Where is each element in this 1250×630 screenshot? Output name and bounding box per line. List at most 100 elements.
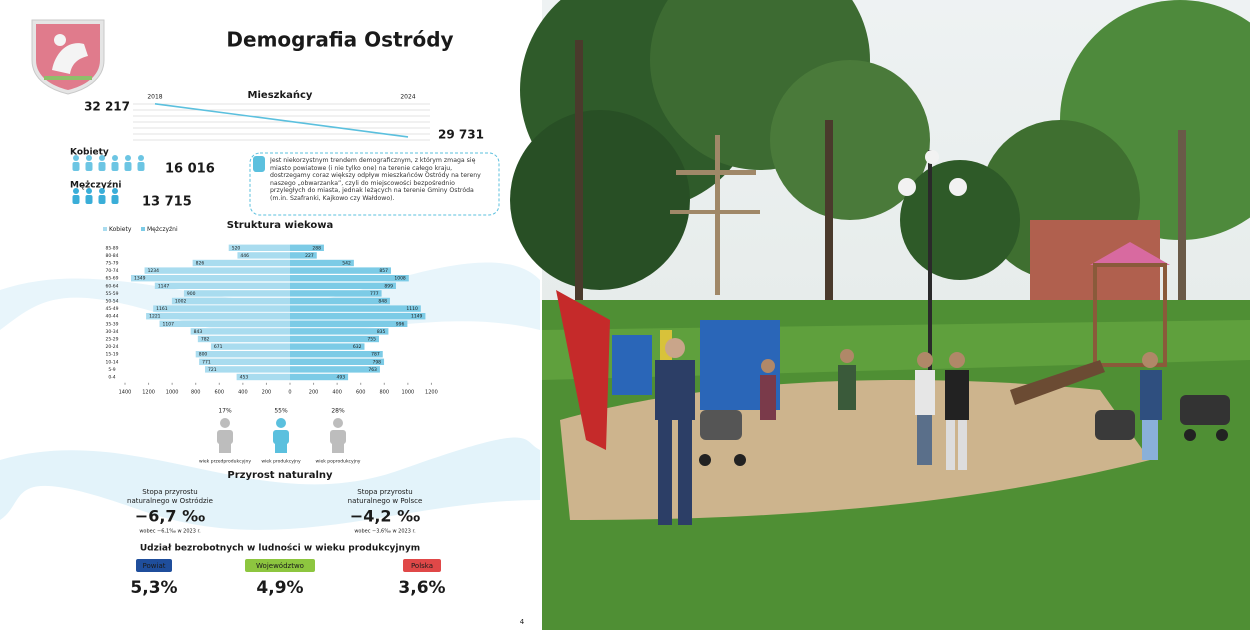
bar xyxy=(205,366,290,373)
share: 28% xyxy=(331,408,345,415)
bar xyxy=(171,297,290,305)
value-label: 755 xyxy=(367,337,376,343)
badge-label: Województwo xyxy=(256,562,304,570)
person-icon xyxy=(72,195,80,204)
person-icon xyxy=(99,155,105,161)
x-tick-label: 1200 xyxy=(425,389,438,395)
label: Stopa przyrostu xyxy=(357,488,412,496)
y-tick-label: 20-24 xyxy=(105,344,118,350)
value-label: 29 731 xyxy=(438,127,484,141)
y-tick-label: 35-39 xyxy=(105,321,118,327)
person-icon xyxy=(86,188,92,194)
badge xyxy=(403,559,441,572)
person-icon xyxy=(220,418,230,428)
value-label: 763 xyxy=(368,367,377,373)
y-tick-label: 5-9 xyxy=(108,367,115,373)
person-icon xyxy=(332,443,344,453)
y-tick-label: 85-89 xyxy=(105,245,118,251)
value-label: 800 xyxy=(199,352,208,358)
bar xyxy=(153,305,290,312)
value-label: 632 xyxy=(353,344,362,350)
x-tick-label: 1000 xyxy=(401,389,414,395)
value-label: 1008 xyxy=(394,276,406,282)
person-icon xyxy=(138,155,144,161)
value: −4,2 ‰ xyxy=(350,507,420,526)
note-text: Jest niekorzystnym trendem demograficzny… xyxy=(270,157,481,202)
y-tick-label: 15-19 xyxy=(105,352,118,358)
bar xyxy=(290,343,365,350)
person-icon xyxy=(99,188,105,194)
y-tick-label: 40-44 xyxy=(105,314,118,320)
bar xyxy=(290,297,390,305)
bar xyxy=(144,267,290,274)
bar xyxy=(131,275,290,282)
bar xyxy=(290,244,324,251)
badge-label: Polska xyxy=(411,562,433,570)
value-label: 520 xyxy=(232,245,241,251)
note: wobec −3,6‰ w 2023 r. xyxy=(354,529,416,535)
x-tick-label: 600 xyxy=(356,389,366,395)
bar xyxy=(290,358,385,365)
person-icon xyxy=(124,162,132,171)
legend-swatch xyxy=(141,227,145,231)
y-tick-label: 30-34 xyxy=(105,329,118,335)
value-label: 1149 xyxy=(411,314,423,320)
bar xyxy=(195,351,290,358)
value-label: 446 xyxy=(240,253,249,259)
badge xyxy=(245,559,315,572)
value-label: 835 xyxy=(377,329,386,335)
person-icon xyxy=(217,430,233,444)
bar xyxy=(290,335,379,343)
note-box xyxy=(249,152,500,216)
bar xyxy=(190,328,290,335)
person-icon xyxy=(330,430,346,444)
x-label: 2018 xyxy=(147,94,162,101)
value-label: 32 217 xyxy=(84,99,130,113)
bar xyxy=(290,366,380,373)
title: Demografia Ostródy xyxy=(226,28,453,52)
value-label: 787 xyxy=(371,352,380,358)
person-icon xyxy=(219,443,231,453)
bar xyxy=(197,335,290,343)
label: Kobiety xyxy=(70,148,109,158)
bar xyxy=(290,267,392,274)
person-icon xyxy=(72,162,80,171)
person-icon xyxy=(275,443,287,453)
value-label: 493 xyxy=(337,375,346,381)
y-tick-label: 70-74 xyxy=(105,268,118,274)
person-icon xyxy=(85,162,93,171)
person-icon xyxy=(137,162,145,171)
chart-title: Struktura wiekowa xyxy=(227,220,333,231)
person-icon xyxy=(98,162,106,171)
note: wobec −6,1‰ w 2023 r. xyxy=(139,529,201,535)
label: naturalnego w Polsce xyxy=(348,497,423,505)
person-icon xyxy=(111,195,119,204)
person-icon xyxy=(85,195,93,204)
person-icon xyxy=(276,418,286,428)
chart-title: Mieszkańcy xyxy=(248,89,313,101)
bar xyxy=(237,252,290,259)
y-tick-label: 45-49 xyxy=(105,306,118,312)
crest xyxy=(31,19,105,95)
bar xyxy=(290,305,421,312)
label: Stopa przyrostu xyxy=(142,488,197,496)
person-icon xyxy=(73,188,79,194)
label: naturalnego w Ostródzie xyxy=(127,497,213,505)
y-tick-label: 55-59 xyxy=(105,291,118,297)
photo xyxy=(510,0,1250,630)
section-title: Udział bezrobotnych w ludności w wieku p… xyxy=(140,543,420,554)
value: 13 715 xyxy=(142,195,192,210)
value-label: 899 xyxy=(384,283,393,289)
value-label: 996 xyxy=(396,321,405,327)
x-tick-label: 200 xyxy=(309,389,319,395)
value-label: 542 xyxy=(342,261,351,267)
value-label: 1002 xyxy=(175,299,187,305)
value: 3,6% xyxy=(398,578,445,598)
bar xyxy=(183,290,290,297)
x-tick-label: 1200 xyxy=(142,389,155,395)
value-label: 900 xyxy=(187,291,196,297)
x-tick-label: 0 xyxy=(288,389,291,395)
x-tick-label: 400 xyxy=(238,389,248,395)
